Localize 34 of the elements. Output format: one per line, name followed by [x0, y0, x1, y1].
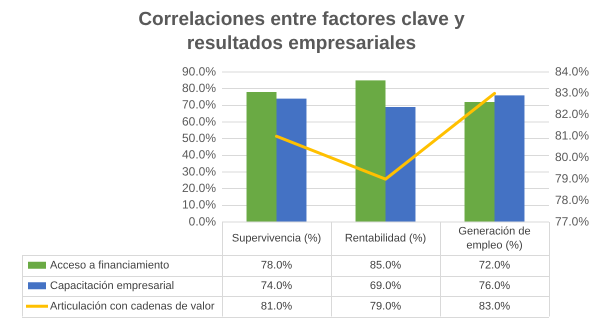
- y-tick-label: 80.0%: [182, 80, 216, 95]
- text: 85.0%: [370, 259, 402, 272]
- y2-tick-label: 77.0%: [555, 214, 590, 228]
- y2-tick-label: 84.0%: [555, 64, 590, 78]
- legend-label: Capacitación empresarial: [50, 280, 174, 292]
- text: 74.0%: [260, 280, 292, 292]
- text: 78.0%: [260, 259, 292, 272]
- y-tick-label: 0.0%: [188, 214, 216, 228]
- y2-tick-label: 82.0%: [555, 107, 590, 122]
- y-tick-label: 50.0%: [182, 130, 216, 145]
- y-tick-label: 60.0%: [182, 114, 216, 128]
- legend-label: Articulación con cadenas de valor: [50, 300, 215, 312]
- x-tick-label: Generación de empleo (%): [458, 226, 531, 252]
- text: 76.0%: [478, 280, 510, 292]
- y2-tick-label: 79.0%: [555, 171, 590, 186]
- text: 69.0%: [370, 280, 402, 292]
- y2-tick-label: 78.0%: [555, 192, 590, 207]
- y-tick-label: 70.0%: [182, 98, 216, 112]
- x-tick-label: Supervivencia (%): [232, 232, 322, 245]
- y2-tick-label: 80.0%: [555, 150, 590, 164]
- y-tick-label: 10.0%: [182, 198, 216, 212]
- text: 72.0%: [478, 259, 510, 272]
- chart-title: Correlaciones entre factores clave y resultados empresariales: [137, 8, 466, 56]
- legend-label: Acceso a financiamiento: [50, 259, 170, 272]
- y2-tick-label: 83.0%: [555, 86, 590, 100]
- y-tick-label: 90.0%: [182, 64, 216, 78]
- y2-tick-label: 81.0%: [555, 128, 590, 143]
- y-tick-label: 30.0%: [182, 164, 216, 178]
- y-tick-label: 40.0%: [182, 148, 216, 162]
- text: 81.0%: [260, 300, 292, 312]
- text: 83.0%: [478, 300, 510, 312]
- text: 79.0%: [370, 300, 402, 312]
- x-tick-label: Rentabilidad (%): [344, 232, 426, 245]
- y-tick-label: 20.0%: [182, 180, 216, 195]
